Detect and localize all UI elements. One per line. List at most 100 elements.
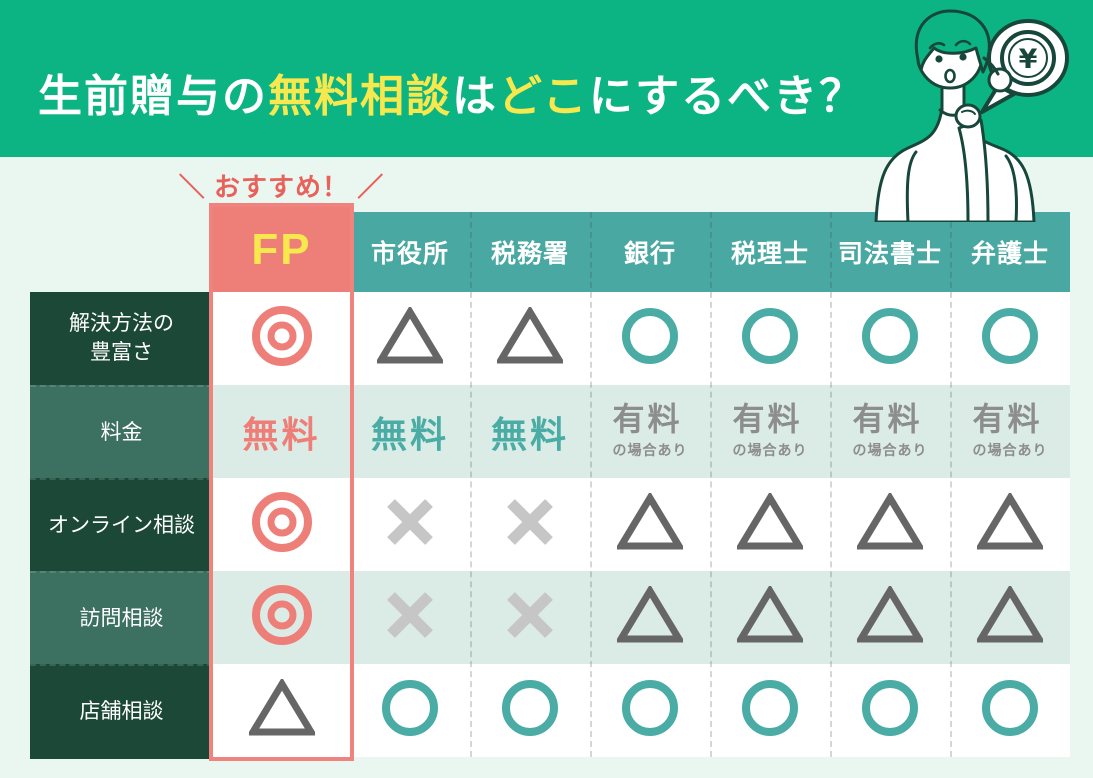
column-separator [710, 212, 712, 757]
triangle-icon [246, 677, 317, 742]
column-header-judicial-scrivener: 司法書士 [830, 212, 950, 292]
paid-label: 有料 の場合あり [973, 403, 1048, 460]
row-header-line: 店舗相談 [79, 700, 164, 724]
cell-bank-r2: 有料 の場合あり [590, 385, 710, 478]
cell-tax-office-r4 [470, 571, 590, 664]
free-label: 無料 [370, 413, 449, 455]
cell-fp-r2: 無料 [213, 385, 350, 478]
cell-fp-r3 [213, 478, 350, 571]
cell-judicial-scrivener-r4 [830, 571, 950, 664]
triangle-icon [734, 491, 806, 556]
row-header-line: 豊富さ [90, 340, 153, 364]
paid-label: 有料 の場合あり [613, 403, 688, 460]
column-header-bank: 銀行 [590, 212, 710, 292]
double-circle-icon [251, 305, 313, 372]
cell-lawyer-r3 [950, 478, 1070, 571]
column-separator [470, 212, 472, 757]
circle-icon [981, 307, 1039, 370]
cell-fp-r1 [213, 292, 350, 385]
cell-tax-office-r5 [470, 664, 590, 757]
cell-city-hall-r3 [350, 478, 470, 571]
free-label: 無料 [490, 413, 569, 455]
row-header-line: 解決方法の [69, 312, 174, 336]
title-segment: にするべき？ [588, 72, 866, 121]
column-header-tax-office: 税務署 [470, 212, 590, 292]
circle-icon [621, 307, 679, 370]
cell-tax-office-r3 [470, 478, 590, 571]
row-header: 解決方法の 豊富さ [30, 292, 213, 385]
cell-bank-r5 [590, 664, 710, 757]
circle-icon [861, 307, 919, 370]
paid-main-label: 有料 [972, 401, 1043, 437]
paid-label: 有料 の場合あり [853, 403, 928, 460]
triangle-icon [494, 305, 566, 370]
paid-label: 有料 の場合あり [733, 403, 808, 460]
circle-icon [741, 679, 799, 742]
triangle-icon [854, 584, 926, 649]
cell-bank-r1 [590, 292, 710, 385]
cell-city-hall-r4 [350, 571, 470, 664]
paid-sub-label: の場合あり [732, 442, 808, 458]
paid-main-label: 有料 [732, 401, 803, 437]
triangle-icon [734, 584, 806, 649]
triangle-icon [974, 491, 1046, 556]
cell-tax-office-r1 [470, 292, 590, 385]
triangle-icon [374, 305, 446, 370]
row-header: 料金 [30, 385, 213, 480]
title-segment: 生前贈与の [38, 72, 268, 121]
column-header-lawyer: 弁護士 [950, 212, 1070, 292]
paid-sub-label: の場合あり [852, 442, 928, 458]
row-header-line: 料金 [100, 421, 143, 445]
cell-bank-r3 [590, 478, 710, 571]
double-circle-icon [251, 491, 313, 558]
cell-tax-accountant-r5 [710, 664, 830, 757]
row-header: 店舗相談 [30, 664, 213, 759]
cell-tax-accountant-r1 [710, 292, 830, 385]
cell-fp-r5 [213, 664, 350, 757]
title-segment: 無料相談 [268, 72, 452, 121]
triangle-icon [854, 491, 926, 556]
column-header-fp: FP [213, 207, 350, 292]
column-header-tax-accountant: 税理士 [710, 212, 830, 292]
triangle-icon [614, 491, 686, 556]
circle-icon [861, 679, 919, 742]
circle-icon [381, 679, 439, 742]
cell-fp-r4 [213, 571, 350, 664]
title-segment: どこ [498, 72, 589, 121]
cell-city-hall-r1 [350, 292, 470, 385]
cross-icon [383, 495, 437, 554]
cell-lawyer-r1 [950, 292, 1070, 385]
circle-icon [741, 307, 799, 370]
title-segment: は [452, 72, 498, 121]
cell-judicial-scrivener-r1 [830, 292, 950, 385]
yen-coin-icon: ¥ [1019, 44, 1038, 75]
cell-city-hall-r2: 無料 [350, 385, 470, 478]
cell-tax-office-r2: 無料 [470, 385, 590, 478]
paid-main-label: 有料 [612, 401, 683, 437]
circle-icon [981, 679, 1039, 742]
column-separator [590, 212, 592, 757]
recommend-badge: ＼ おすすめ！ ／ [178, 172, 385, 202]
cell-judicial-scrivener-r3 [830, 478, 950, 571]
cell-bank-r4 [590, 571, 710, 664]
page-title: 生前贈与の無料相談はどこにするべき？ [38, 60, 865, 124]
row-header: オンライン相談 [30, 478, 213, 573]
column-separator [950, 212, 952, 757]
cross-icon [383, 588, 437, 647]
cell-tax-accountant-r3 [710, 478, 830, 571]
cell-lawyer-r2: 有料 の場合あり [950, 385, 1070, 478]
paid-sub-label: の場合あり [972, 442, 1048, 458]
row-header-line: オンライン相談 [48, 514, 195, 538]
circle-icon [621, 679, 679, 742]
cell-judicial-scrivener-r5 [830, 664, 950, 757]
cell-lawyer-r4 [950, 571, 1070, 664]
triangle-icon [614, 584, 686, 649]
column-separator [830, 212, 832, 757]
free-label: 無料 [242, 413, 321, 455]
column-header-city-hall: 市役所 [350, 212, 470, 292]
double-circle-icon [251, 584, 313, 651]
cross-icon [503, 588, 557, 647]
cell-lawyer-r5 [950, 664, 1070, 757]
cell-tax-accountant-r2: 有料 の場合あり [710, 385, 830, 478]
